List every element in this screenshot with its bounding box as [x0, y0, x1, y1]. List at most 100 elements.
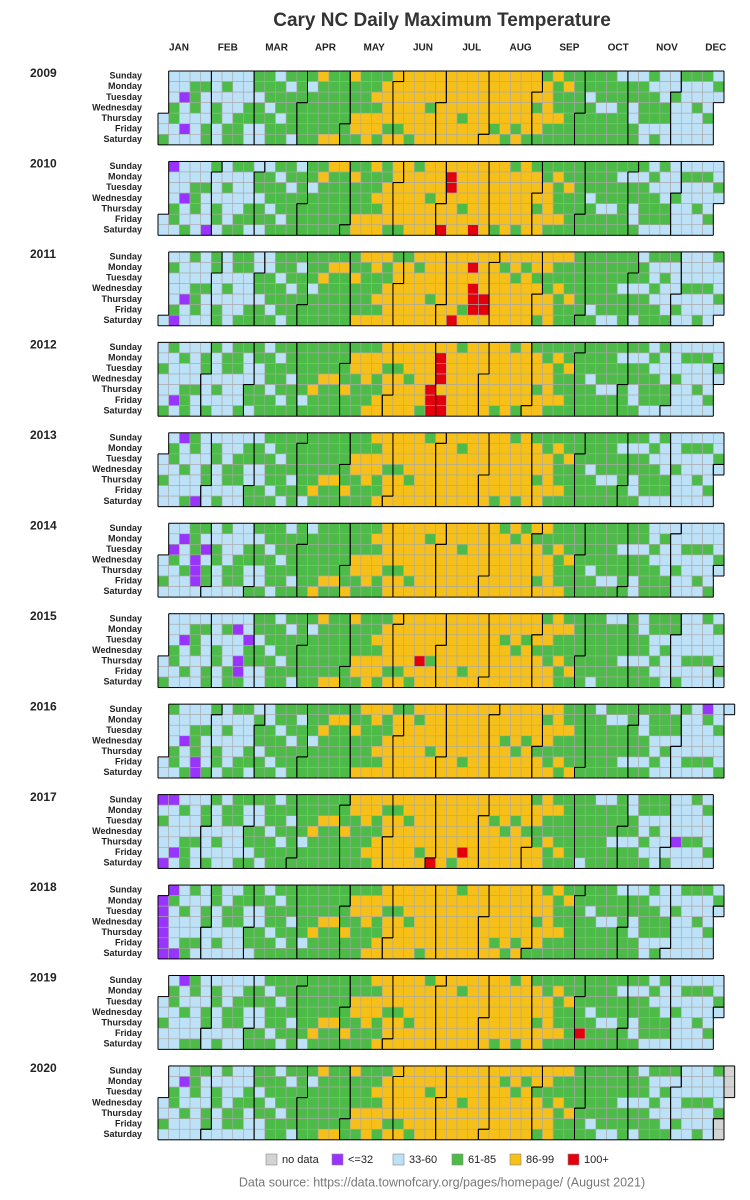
day-cell: [691, 623, 703, 636]
day-cell: [435, 91, 447, 103]
day-cell: [616, 70, 629, 82]
day-cell: [552, 182, 565, 194]
day-cell: [659, 554, 671, 566]
day-cell: [200, 182, 212, 194]
day-cell: [264, 363, 276, 375]
day-cell: [691, 272, 703, 284]
day-cell: [392, 91, 404, 103]
day-cell: [478, 405, 490, 417]
day-cell: [680, 112, 693, 125]
day-cell: [510, 666, 522, 678]
day-cell: [627, 123, 639, 135]
day-cell: [275, 182, 287, 194]
day-cell: [371, 342, 383, 354]
day-cell: [499, 81, 511, 93]
day-cell: [584, 272, 597, 284]
day-cell: [531, 533, 543, 545]
day-cell: [531, 522, 543, 535]
day-cell: [349, 634, 362, 646]
day-cell: [285, 495, 298, 507]
day-cell: [574, 533, 586, 545]
day-cell: [531, 655, 543, 667]
day-cell: [478, 272, 490, 284]
day-cell: [275, 634, 287, 646]
day-cell: [648, 485, 661, 497]
day-cell: [670, 575, 682, 587]
day-cell: [456, 171, 468, 183]
day-cell: [424, 171, 436, 183]
day-cell: [574, 703, 586, 716]
day-cell: [232, 314, 244, 327]
day-cell: [595, 203, 607, 215]
day-cell: [221, 283, 234, 295]
day-cell: [275, 352, 287, 364]
day-cell: [253, 384, 266, 396]
day-cell: [606, 474, 618, 486]
day-cell: [446, 394, 458, 406]
day-cell: [499, 171, 511, 183]
day-cell: [264, 192, 276, 204]
day-cell: [510, 363, 522, 375]
day-cell: [702, 123, 714, 135]
day-cell: [424, 554, 436, 566]
day-cell: [221, 634, 234, 646]
day-cell: [691, 464, 703, 476]
day-cell: [349, 112, 362, 125]
day-cell: [168, 192, 180, 204]
day-cell: [179, 485, 191, 497]
day-cell: [275, 283, 287, 295]
day-cell: [349, 81, 362, 93]
day-cell: [648, 495, 661, 507]
day-cell: [499, 586, 511, 598]
day-cell: [168, 443, 180, 455]
day-cell: [606, 485, 618, 497]
day-cell: [243, 485, 255, 497]
day-cell: [403, 384, 415, 396]
day-cell: [403, 634, 415, 646]
day-cell: [179, 293, 191, 305]
day-cell: [584, 251, 597, 263]
day-cell: [446, 384, 458, 396]
day-cell: [211, 102, 223, 114]
day-cell: [606, 182, 618, 194]
day-cell: [499, 533, 511, 545]
day-cell: [606, 714, 618, 726]
day-cell: [243, 251, 255, 263]
day-cell: [574, 293, 586, 305]
day-cell: [670, 182, 682, 194]
day-cell: [510, 724, 522, 737]
day-cell: [670, 676, 682, 688]
day-cell: [488, 565, 501, 577]
day-cell: [670, 645, 682, 657]
day-cell: [392, 283, 404, 295]
day-cell: [478, 293, 490, 305]
day-cell: [424, 495, 436, 507]
day-cell: [285, 314, 298, 327]
day-cell: [499, 123, 511, 135]
day-cell: [349, 251, 362, 263]
day-cell: [670, 81, 682, 93]
day-cell: [360, 453, 372, 465]
day-cell: [456, 474, 468, 486]
day-cell: [179, 171, 191, 183]
day-cell: [392, 203, 404, 215]
day-cell: [253, 432, 266, 444]
day-cell: [510, 586, 522, 598]
day-cell: [584, 192, 597, 204]
day-cell: [510, 81, 522, 93]
day-cell: [488, 304, 501, 316]
day-cell: [349, 293, 362, 305]
day-cell: [307, 554, 319, 566]
day-cell: [285, 522, 298, 535]
day-cell: [435, 613, 447, 625]
day-cell: [371, 224, 383, 236]
day-cell: [211, 363, 223, 375]
day-cell: [659, 522, 671, 535]
day-cell: [552, 272, 565, 284]
day-cell: [531, 634, 543, 646]
day-cell: [520, 703, 533, 716]
day-cell: [606, 443, 618, 455]
day-cell: [221, 384, 234, 396]
day-cell: [200, 714, 212, 726]
day-cell: [275, 405, 287, 417]
